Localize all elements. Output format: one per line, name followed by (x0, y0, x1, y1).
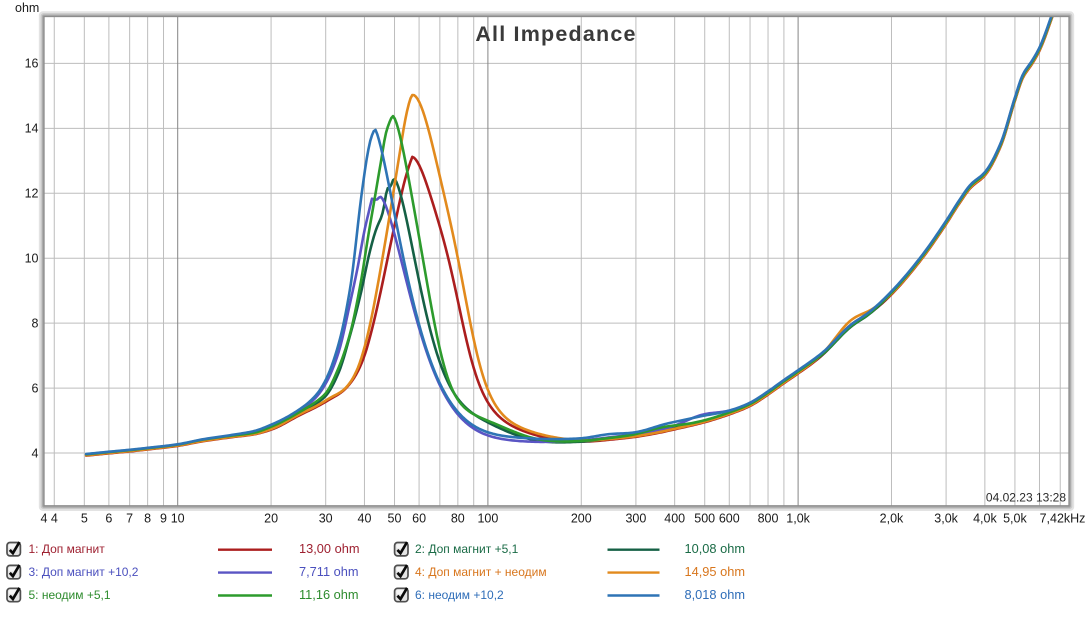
svg-text:40: 40 (358, 512, 372, 526)
svg-text:1: Доп магнит: 1: Доп магнит (29, 542, 106, 556)
svg-text:1,0k: 1,0k (786, 512, 810, 526)
svg-text:4: 4 (51, 512, 58, 526)
svg-text:8: 8 (144, 512, 151, 526)
svg-text:400: 400 (664, 512, 685, 526)
svg-text:600: 600 (719, 512, 740, 526)
svg-text:30: 30 (319, 512, 333, 526)
svg-text:50: 50 (388, 512, 402, 526)
svg-text:4,0k: 4,0k (973, 512, 997, 526)
svg-text:6: 6 (32, 381, 39, 395)
svg-text:14,95 ohm: 14,95 ohm (685, 564, 745, 579)
svg-text:2,0k: 2,0k (880, 512, 904, 526)
svg-text:12: 12 (25, 187, 39, 201)
svg-text:7,711 ohm: 7,711 ohm (299, 564, 359, 579)
svg-text:5: 5 (81, 512, 88, 526)
svg-text:800: 800 (758, 512, 779, 526)
svg-text:8,018 ohm: 8,018 ohm (685, 587, 745, 602)
svg-text:7: 7 (126, 512, 133, 526)
svg-text:4: 4 (41, 512, 48, 526)
svg-text:4: Доп магнит + неодим: 4: Доп магнит + неодим (415, 565, 547, 579)
svg-text:2: Доп магнит +5,1: 2: Доп магнит +5,1 (415, 542, 519, 556)
svg-text:200: 200 (571, 512, 592, 526)
svg-text:ohm: ohm (15, 1, 39, 15)
svg-text:6: 6 (105, 512, 112, 526)
svg-text:11,16 ohm: 11,16 ohm (299, 587, 359, 602)
svg-text:10: 10 (25, 252, 39, 266)
svg-text:3,0k: 3,0k (934, 512, 958, 526)
svg-text:10: 10 (171, 512, 185, 526)
svg-text:60: 60 (412, 512, 426, 526)
svg-text:500: 500 (694, 512, 715, 526)
svg-text:20: 20 (264, 512, 278, 526)
svg-text:8: 8 (32, 317, 39, 331)
svg-text:300: 300 (625, 512, 646, 526)
svg-text:3: Доп магнит +10,2: 3: Доп магнит +10,2 (29, 565, 139, 579)
svg-text:16: 16 (25, 57, 39, 71)
svg-text:9: 9 (160, 512, 167, 526)
svg-text:All Impedance: All Impedance (475, 22, 636, 46)
svg-text:14: 14 (25, 122, 39, 136)
svg-text:4: 4 (32, 446, 39, 460)
svg-text:5,0k: 5,0k (1003, 512, 1027, 526)
svg-text:100: 100 (477, 512, 498, 526)
svg-text:7,42kHz: 7,42kHz (1040, 512, 1086, 526)
svg-text:5: неодим +5,1: 5: неодим +5,1 (29, 588, 111, 602)
svg-text:80: 80 (451, 512, 465, 526)
svg-text:6: неодим +10,2: 6: неодим +10,2 (415, 588, 504, 602)
svg-text:04.02.23 13:28: 04.02.23 13:28 (986, 491, 1066, 505)
svg-text:10,08 ohm: 10,08 ohm (685, 541, 745, 556)
svg-text:13,00 ohm: 13,00 ohm (299, 541, 359, 556)
